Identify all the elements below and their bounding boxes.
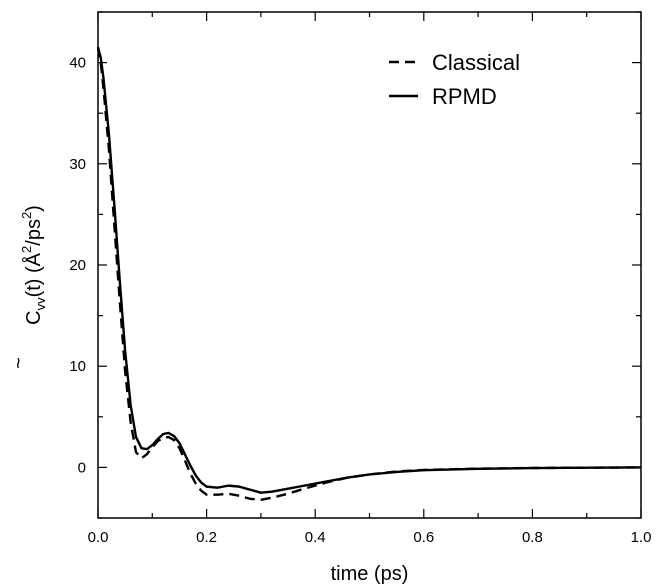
axis-ticks	[97, 11, 642, 519]
x-tick-label: 0.6	[413, 529, 434, 546]
y-tick-label: 40	[69, 55, 86, 72]
legend: Classical RPMD	[389, 50, 520, 109]
y-axis-title-angstrom: Å	[22, 252, 45, 266]
y-tick-label: 10	[69, 358, 86, 375]
y-axis-title-sup2: 2	[19, 212, 34, 219]
y-axis-title-accent: ~	[8, 357, 30, 369]
y-axis-title: Cvv(t) (Å2/ps2) ~	[8, 205, 48, 369]
y-axis-title-close: )	[23, 205, 45, 212]
y-axis-title-main: C	[23, 310, 45, 324]
series-line-classical	[96, 47, 642, 501]
series-layer	[96, 47, 642, 501]
x-tick-label: 0.0	[88, 529, 109, 546]
x-tick-label: 0.4	[305, 529, 326, 546]
y-axis-title-mid: /ps	[23, 219, 45, 246]
axis-tick-labels: 0.0 0.2 0.4 0.6 0.8 1.0 0 10 20 30 40	[69, 55, 651, 546]
legend-label-classical: Classical	[432, 50, 520, 75]
y-tick-label: 0	[78, 459, 86, 476]
y-axis-title-text: Cvv(t) (Å2/ps2)	[19, 205, 48, 325]
series-line-rpmd	[96, 47, 642, 494]
x-axis-title: time (ps)	[331, 563, 409, 585]
y-tick-label: 20	[69, 257, 86, 274]
x-tick-label: 0.8	[522, 529, 543, 546]
x-tick-label: 1.0	[631, 529, 652, 546]
y-axis-title-args: (t) (	[23, 266, 45, 297]
y-axis-title-sub: vv	[33, 297, 48, 311]
legend-label-rpmd: RPMD	[432, 84, 497, 109]
y-tick-label: 30	[69, 156, 86, 173]
x-tick-label: 0.2	[196, 529, 217, 546]
y-axis-title-sup1: 2	[19, 246, 34, 253]
